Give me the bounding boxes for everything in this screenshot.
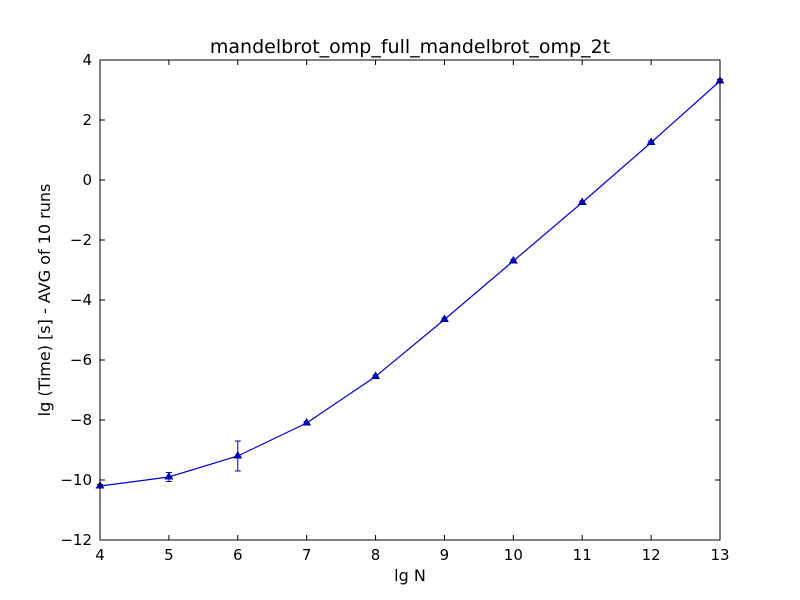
series-line bbox=[99, 80, 721, 487]
data-point bbox=[508, 255, 518, 264]
x-tick-label: 6 bbox=[233, 546, 243, 564]
ticks: 4 5 6 7 8 9 10 11 12 13 −12 −10 −8 −6 −4 −2 0 2 4 bbox=[60, 51, 729, 564]
data-point bbox=[646, 137, 656, 146]
x-tick-label: 10 bbox=[504, 546, 523, 564]
y-tick-label: 2 bbox=[82, 111, 92, 129]
x-tick-label: 12 bbox=[642, 546, 661, 564]
y-axis-label: lg (Time) [s] - AVG of 10 runs bbox=[35, 184, 54, 417]
y-tick-label: −4 bbox=[70, 291, 92, 309]
data-point bbox=[371, 371, 380, 380]
data-point bbox=[577, 197, 587, 206]
y-tick-label: 0 bbox=[82, 171, 92, 189]
data-point bbox=[233, 450, 243, 459]
plot-area bbox=[95, 75, 725, 489]
data-point bbox=[440, 314, 449, 323]
y-tick-label: 4 bbox=[82, 51, 92, 69]
x-tick-label: 8 bbox=[371, 546, 381, 564]
y-tick-label: −12 bbox=[60, 531, 92, 549]
x-tick-label: 7 bbox=[302, 546, 312, 564]
x-tick-label: 13 bbox=[710, 546, 729, 564]
data-point bbox=[302, 417, 312, 426]
y-tick-label: −2 bbox=[70, 231, 92, 249]
data-point bbox=[164, 471, 174, 480]
x-tick-label: 9 bbox=[440, 546, 450, 564]
x-tick-label: 11 bbox=[573, 546, 592, 564]
y-tick-label: −8 bbox=[70, 411, 92, 429]
y-tick-label: −10 bbox=[60, 471, 92, 489]
x-axis-label: lg N bbox=[394, 566, 426, 585]
x-tick-label: 4 bbox=[95, 546, 105, 564]
x-tick-label: 5 bbox=[164, 546, 174, 564]
chart-title: mandelbrot_omp_full_mandelbrot_omp_2t bbox=[210, 36, 610, 58]
y-tick-label: −6 bbox=[70, 351, 92, 369]
